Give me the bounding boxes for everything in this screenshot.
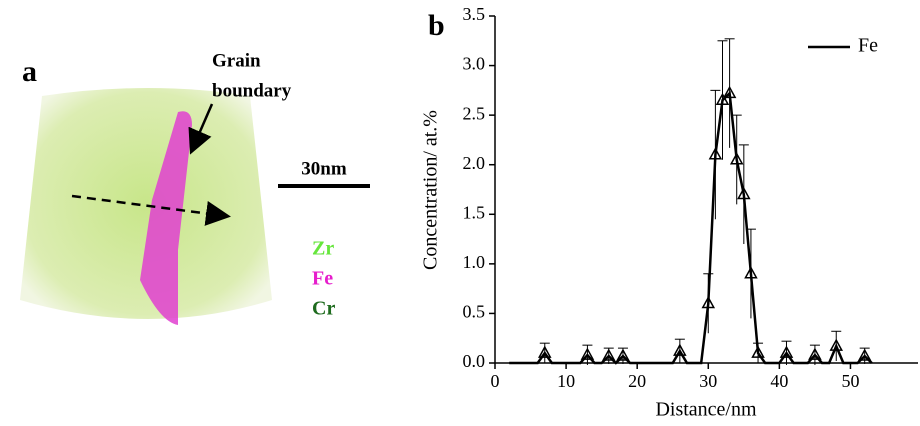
element-label: Cr	[312, 298, 335, 320]
x-tick-label: 0	[491, 371, 500, 391]
y-tick-label: 3.5	[463, 4, 486, 24]
element-label: Fe	[312, 268, 333, 290]
x-tick-label: 50	[841, 371, 859, 391]
x-tick-label: 10	[557, 371, 575, 391]
annotation: Grain	[212, 50, 261, 71]
y-tick-label: 3.0	[463, 54, 486, 74]
x-axis-label: Distance/nm	[655, 399, 757, 421]
legend-label: Fe	[858, 35, 878, 57]
y-tick-label: 2.0	[463, 153, 486, 173]
element-label: Zr	[312, 238, 334, 260]
x-tick-label: 40	[770, 371, 788, 391]
panel-label: b	[428, 9, 445, 42]
element-legend: Zr Fe Cr	[312, 238, 335, 320]
x-tick-label: 30	[699, 371, 717, 391]
data-line	[509, 93, 872, 363]
y-axis-label: Concentration/ at.%	[420, 110, 442, 270]
y-tick-label: 0.5	[463, 302, 486, 322]
y-tick-label: 0.0	[463, 351, 486, 371]
y-tick-label: 2.5	[463, 103, 486, 123]
panel-label: a	[22, 55, 37, 88]
scale-bar-label: 30nm	[301, 158, 347, 179]
y-tick-label: 1.5	[463, 202, 486, 222]
y-tick-label: 1.0	[463, 252, 486, 272]
figure: a Grain boundary 30nm Zr Fe Cr b Concentra…	[0, 0, 920, 426]
x-tick-label: 20	[628, 371, 646, 391]
annotation: boundary	[212, 80, 292, 101]
atom-map	[20, 88, 272, 325]
